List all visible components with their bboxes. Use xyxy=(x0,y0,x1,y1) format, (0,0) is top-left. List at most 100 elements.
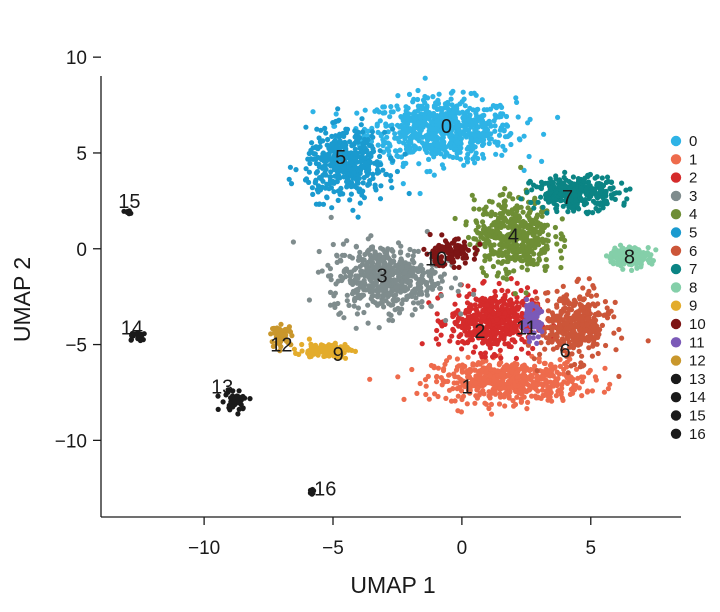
point-cluster-2 xyxy=(524,285,531,291)
point-cluster-1 xyxy=(431,365,437,371)
point-cluster-5 xyxy=(348,173,354,179)
point-cluster-0 xyxy=(395,93,401,99)
point-cluster-3 xyxy=(429,267,435,273)
point-cluster-4 xyxy=(511,268,517,274)
point-cluster-6 xyxy=(559,330,566,336)
point-cluster-11 xyxy=(530,335,536,341)
point-cluster-6 xyxy=(586,337,592,343)
point-cluster-4 xyxy=(501,223,507,229)
point-cluster-2 xyxy=(467,337,473,343)
point-cluster-5 xyxy=(320,178,326,184)
point-cluster-3 xyxy=(385,271,391,277)
point-cluster-0 xyxy=(472,144,478,150)
point-cluster-5 xyxy=(343,126,349,132)
point-cluster-1 xyxy=(455,393,461,399)
point-cluster-0 xyxy=(472,132,478,139)
point-cluster-1 xyxy=(542,360,548,366)
point-cluster-3 xyxy=(315,269,321,275)
cluster-label-3: 3 xyxy=(376,266,387,288)
point-cluster-6 xyxy=(531,356,537,362)
point-cluster-1 xyxy=(469,377,475,383)
point-cluster-0 xyxy=(514,99,520,105)
point-cluster-3 xyxy=(346,302,352,308)
point-cluster-7 xyxy=(565,209,571,215)
point-cluster-6 xyxy=(595,328,601,334)
point-cluster-0 xyxy=(447,153,453,159)
point-cluster-1 xyxy=(547,367,553,374)
point-cluster-10 xyxy=(430,254,437,260)
point-cluster-5 xyxy=(332,173,338,179)
point-cluster-5 xyxy=(355,214,361,220)
point-cluster-5 xyxy=(360,180,366,186)
legend-label-4: 4 xyxy=(689,206,697,223)
point-cluster-7 xyxy=(559,180,565,186)
point-cluster-6 xyxy=(589,353,596,359)
point-cluster-6 xyxy=(612,299,618,305)
point-cluster-5 xyxy=(362,155,368,161)
point-cluster-5 xyxy=(328,169,334,175)
point-cluster-1 xyxy=(534,382,540,388)
point-cluster-0 xyxy=(408,139,414,146)
point-cluster-7 xyxy=(590,198,597,204)
point-cluster-1 xyxy=(539,376,545,382)
point-cluster-5 xyxy=(326,145,332,151)
legend-marker-15 xyxy=(670,410,682,421)
point-cluster-5 xyxy=(340,130,346,137)
point-cluster-2 xyxy=(483,333,489,339)
point-cluster-0 xyxy=(479,97,485,103)
point-cluster-0 xyxy=(439,141,445,147)
point-cluster-2 xyxy=(506,343,512,349)
point-cluster-2 xyxy=(466,332,472,338)
point-cluster-0 xyxy=(417,190,423,197)
point-cluster-9 xyxy=(341,350,347,356)
point-cluster-5 xyxy=(341,164,347,170)
point-cluster-0 xyxy=(461,162,467,168)
point-cluster-2 xyxy=(490,299,496,305)
point-cluster-3 xyxy=(389,268,395,274)
point-cluster-5 xyxy=(312,180,318,186)
point-cluster-5 xyxy=(337,138,343,144)
point-cluster-5 xyxy=(362,145,368,151)
point-cluster-6 xyxy=(595,350,601,357)
point-cluster-0 xyxy=(448,136,455,142)
point-cluster-3 xyxy=(327,302,334,308)
point-cluster-9 xyxy=(322,346,328,352)
point-cluster-6 xyxy=(547,332,553,338)
point-cluster-10 xyxy=(451,264,457,270)
point-cluster-6 xyxy=(543,335,550,341)
point-cluster-0 xyxy=(441,165,447,171)
point-cluster-0 xyxy=(493,151,499,157)
point-cluster-6 xyxy=(572,321,579,327)
point-cluster-3 xyxy=(443,317,449,324)
point-cluster-7 xyxy=(557,198,564,204)
point-cluster-0 xyxy=(424,169,430,175)
legend-label-10: 10 xyxy=(689,316,706,333)
point-cluster-3 xyxy=(410,288,416,294)
point-cluster-0 xyxy=(440,130,446,136)
point-cluster-1 xyxy=(509,369,515,375)
point-cluster-0 xyxy=(438,136,445,142)
point-cluster-1 xyxy=(510,398,516,404)
point-cluster-1 xyxy=(576,385,582,391)
point-cluster-2 xyxy=(455,315,461,322)
point-cluster-0 xyxy=(454,106,460,112)
point-cluster-7 xyxy=(590,186,596,192)
point-cluster-5 xyxy=(327,174,333,180)
point-cluster-6 xyxy=(590,301,596,307)
point-cluster-7 xyxy=(554,208,560,215)
point-cluster-2 xyxy=(479,295,486,301)
point-cluster-1 xyxy=(474,395,480,401)
point-cluster-0 xyxy=(424,149,430,155)
point-cluster-0 xyxy=(465,127,471,133)
point-cluster-4 xyxy=(469,192,475,198)
point-cluster-3 xyxy=(396,310,403,316)
legend-label-5: 5 xyxy=(689,225,697,242)
point-cluster-0 xyxy=(418,127,424,133)
point-cluster-10 xyxy=(439,232,445,238)
point-cluster-0 xyxy=(380,110,386,116)
point-cluster-3 xyxy=(358,268,364,274)
point-cluster-1 xyxy=(525,399,531,405)
point-cluster-0 xyxy=(475,124,481,130)
point-cluster-3 xyxy=(409,270,416,277)
point-cluster-6 xyxy=(545,315,551,322)
